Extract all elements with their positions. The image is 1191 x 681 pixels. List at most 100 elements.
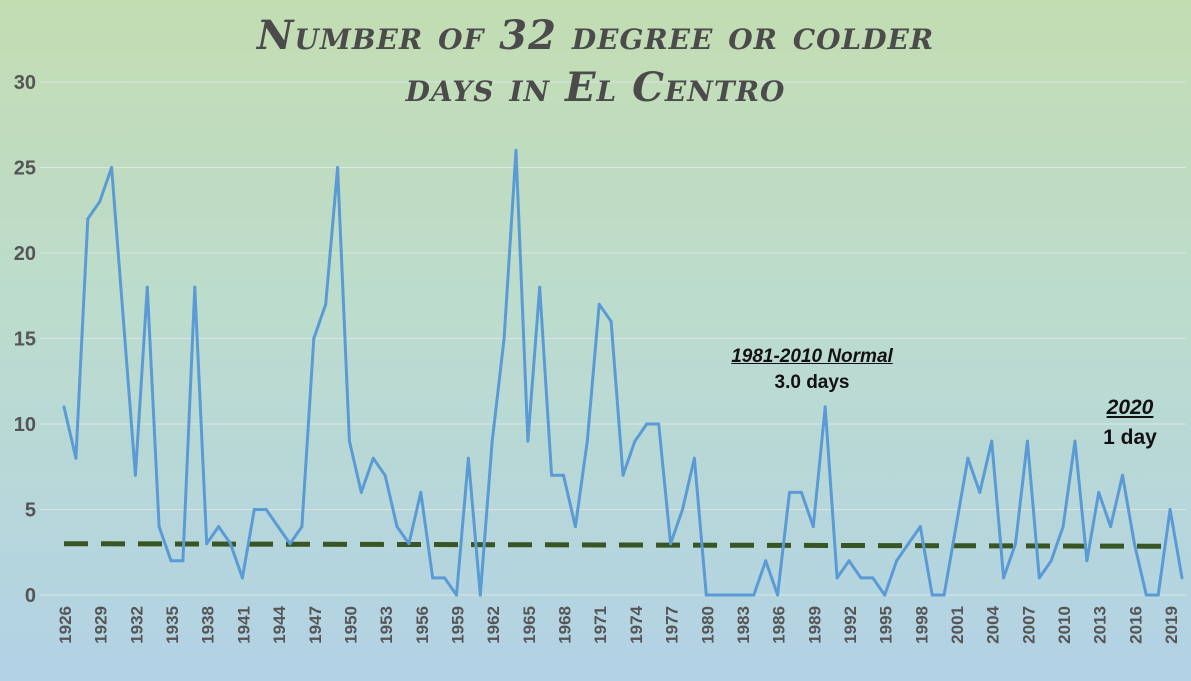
data-point <box>716 593 720 597</box>
data-point <box>895 559 899 563</box>
x-tick-label: 2004 <box>984 605 1003 643</box>
data-point <box>157 525 161 529</box>
data-point <box>98 200 102 204</box>
x-tick-label: 1965 <box>520 606 539 644</box>
data-point <box>740 593 744 597</box>
x-tick-label: 1995 <box>877 606 896 644</box>
data-point <box>312 337 316 340</box>
x-tick-label: 1947 <box>306 606 325 644</box>
data-point <box>526 439 530 443</box>
data-point <box>359 490 363 494</box>
data-point <box>514 148 518 152</box>
y-axis-ticks: 0 5 10 15 20 25 30 <box>14 72 36 607</box>
normal-annotation-heading: 1981-2010 Normal <box>731 346 893 367</box>
y-tick-label: 0 <box>25 585 36 607</box>
data-point <box>181 559 185 563</box>
data-point <box>811 525 815 529</box>
chart-title-line-2: days in El Centro <box>405 64 786 111</box>
x-tick-label: 1974 <box>627 605 646 643</box>
data-point <box>1002 576 1006 580</box>
data-point <box>336 166 340 169</box>
data-point <box>1109 525 1113 529</box>
x-tick-label: 1959 <box>448 606 467 644</box>
data-point <box>1132 542 1136 546</box>
data-point <box>657 422 661 426</box>
data-point <box>407 542 411 546</box>
data-point <box>383 473 387 477</box>
x-tick-label: 1983 <box>734 606 753 644</box>
data-point <box>966 456 970 460</box>
data-point <box>692 456 696 460</box>
data-point <box>490 439 494 443</box>
data-point <box>835 576 839 580</box>
x-tick-label: 1929 <box>92 606 111 644</box>
data-point <box>585 439 589 443</box>
data-point <box>871 576 875 580</box>
data-point <box>240 576 244 580</box>
data-point <box>121 319 125 323</box>
data-point <box>419 490 423 494</box>
data-point <box>62 405 66 409</box>
data-point <box>1097 490 1101 494</box>
data-point <box>1144 593 1148 597</box>
data-point <box>110 166 114 169</box>
data-point <box>443 576 447 580</box>
data-point <box>1180 576 1184 580</box>
gridlines <box>40 81 1186 596</box>
x-tick-label: 1953 <box>377 606 396 644</box>
data-point <box>1049 559 1053 563</box>
data-point <box>133 473 137 477</box>
data-point <box>942 593 946 597</box>
data-point <box>74 456 78 460</box>
data-point <box>169 559 173 563</box>
data-point <box>205 542 209 546</box>
data-point <box>431 576 435 580</box>
data-point <box>788 490 792 494</box>
data-point <box>621 473 625 477</box>
data-point <box>1085 559 1089 563</box>
data-point <box>728 593 732 597</box>
normal-annotation: 1981-2010 Normal 3.0 days <box>700 346 924 394</box>
x-tick-label: 1956 <box>413 606 432 644</box>
data-point <box>538 285 542 289</box>
y-tick-label: 5 <box>25 500 36 522</box>
data-point <box>550 473 554 477</box>
data-point <box>1073 439 1077 443</box>
data-point <box>573 525 577 529</box>
x-axis-ticks: 1926 1929 1932 1935 1938 1941 1944 1947 1950 1953… <box>56 605 1181 643</box>
x-tick-label: 1971 <box>591 606 610 644</box>
data-point <box>859 576 863 580</box>
data-point <box>704 593 708 597</box>
x-tick-label: 1998 <box>912 606 931 644</box>
data-point <box>252 508 256 511</box>
data-point <box>1037 576 1041 580</box>
y-tick-label: 15 <box>14 329 36 351</box>
data-point <box>954 525 958 529</box>
x-tick-label: 1962 <box>484 606 503 644</box>
y-tick-label: 20 <box>14 243 36 265</box>
data-point <box>847 559 851 563</box>
data-point <box>562 473 566 477</box>
data-point <box>633 439 637 443</box>
data-point <box>776 593 780 597</box>
x-tick-label: 1944 <box>270 605 289 643</box>
data-point <box>680 508 684 511</box>
x-tick-label: 1992 <box>841 606 860 644</box>
x-tick-label: 2007 <box>1019 606 1038 644</box>
chart-title-line-1: Number of 32 degree or colder <box>256 12 935 59</box>
data-point <box>324 302 328 306</box>
series-layer <box>62 148 1184 597</box>
series-line <box>62 148 1184 597</box>
data-point <box>1156 593 1160 597</box>
normal-annotation-value: 3.0 days <box>774 372 850 393</box>
data-point <box>823 405 827 409</box>
data-point <box>502 337 506 340</box>
data-point <box>1013 542 1017 546</box>
data-point <box>930 593 934 597</box>
data-point <box>1025 439 1029 443</box>
data-point <box>669 542 673 546</box>
y-tick-label: 10 <box>14 414 36 436</box>
x-tick-label: 1935 <box>163 606 182 644</box>
